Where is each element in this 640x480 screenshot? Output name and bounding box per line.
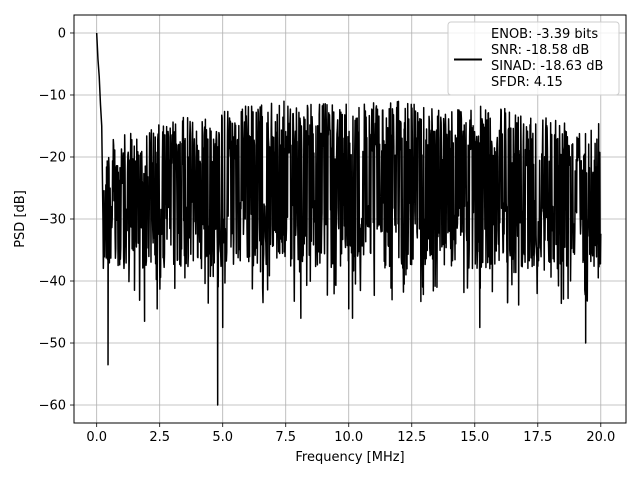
legend-text-line: SNR: -18.58 dB — [491, 43, 589, 58]
x-axis-label: Frequency [MHz] — [295, 450, 404, 465]
x-tick-label: 12.5 — [397, 430, 426, 445]
x-tick-label: 10.0 — [334, 430, 363, 445]
psd-series — [95, 32, 602, 406]
x-tick-label: 7.5 — [275, 430, 296, 445]
y-axis-label: PSD [dB] — [13, 190, 28, 248]
x-tick-label: 0.0 — [86, 430, 107, 445]
x-axis-ticks: 0.0 2.5 5.0 7.5 10.0 12.5 15.0 17.5 20.0 — [86, 423, 615, 445]
legend-text-line: ENOB: -3.39 bits — [491, 27, 598, 42]
x-tick-label: 17.5 — [523, 430, 552, 445]
y-tick-label: −30 — [39, 213, 66, 228]
x-tick-label: 15.0 — [460, 430, 489, 445]
y-tick-label: −10 — [39, 88, 66, 103]
legend-text-line: SFDR: 4.15 — [491, 75, 563, 90]
y-tick-label: −50 — [39, 337, 66, 352]
y-tick-label: −60 — [39, 399, 66, 414]
y-tick-label: 0 — [58, 26, 66, 41]
psd-trace — [95, 32, 602, 406]
legend-text-line: SINAD: -18.63 dB — [491, 59, 603, 74]
x-tick-label: 2.5 — [149, 430, 170, 445]
x-tick-label: 20.0 — [586, 430, 615, 445]
y-tick-label: −40 — [39, 275, 66, 290]
legend-box — [447, 21, 620, 96]
y-axis-ticks: 0 −10 −20 −30 −40 −50 −60 — [39, 26, 74, 414]
y-tick-label: −20 — [39, 150, 66, 165]
x-tick-label: 5.0 — [212, 430, 233, 445]
